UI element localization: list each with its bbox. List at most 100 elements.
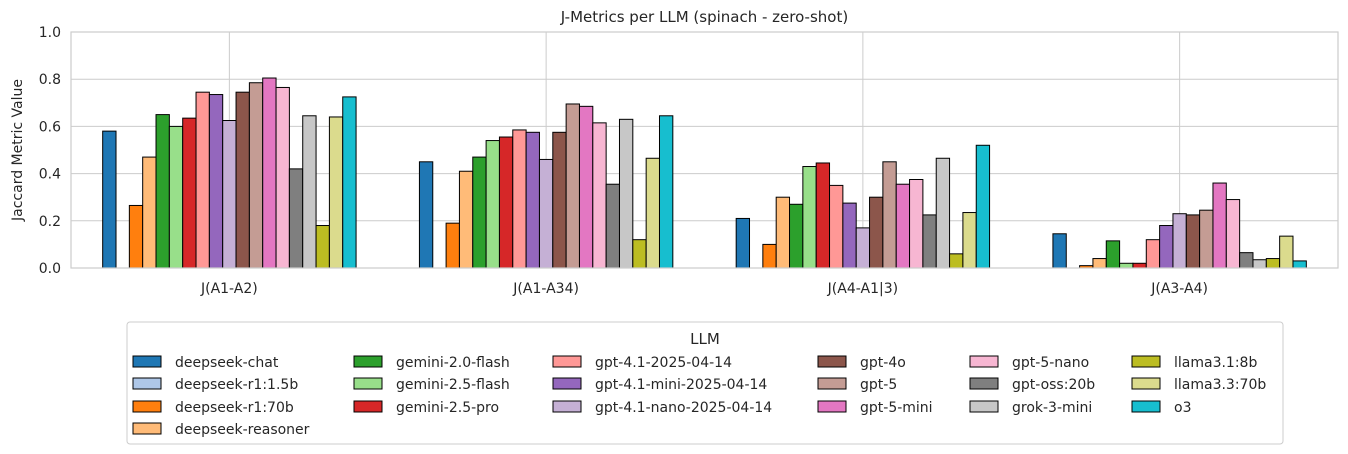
bar-llama3-1-8b-3	[1265, 258, 1281, 269]
bar-gemini-2-0-flash-1	[472, 156, 487, 269]
legend-item: llama3.1:8b	[1131, 355, 1257, 371]
x-tick-label: J(A3-A4)	[1150, 281, 1208, 297]
bar-gpt-oss-20b-0	[288, 168, 304, 269]
y-tick-label: 1.0	[39, 25, 61, 41]
bar-o3-0	[342, 96, 357, 269]
legend-title: LLM	[690, 330, 720, 348]
legend-label: deepseek-chat	[175, 355, 279, 371]
bar-gpt-5-mini-2	[895, 183, 911, 269]
bar-gpt-5-mini-1	[578, 105, 594, 269]
bar-llama3-3-70b-1	[645, 157, 660, 269]
legend-label: grok-3-mini	[1012, 400, 1092, 416]
bar-gpt-oss-20b-2	[922, 214, 937, 269]
legend-swatch	[817, 377, 847, 390]
legend-item: gpt-5-nano	[969, 355, 1089, 371]
legend-item: gpt-4.1-nano-2025-04-14	[552, 400, 772, 416]
legend-item: gpt-4.1-mini-2025-04-14	[552, 377, 767, 393]
bar-gpt-5-3	[1199, 209, 1214, 269]
legend-item: gpt-5	[817, 377, 897, 393]
bar-deepseek-chat-3	[1052, 233, 1067, 269]
legend-label: deepseek-r1:70b	[175, 400, 294, 416]
bar-deepseek-reasoner-2	[775, 196, 791, 269]
bar-gpt-4-1-2025-04-14-1	[512, 129, 527, 269]
bar-deepseek-r1-70b-2	[762, 243, 777, 269]
legend-label: gpt-oss:20b	[1012, 377, 1095, 393]
bar-gpt-4o-3	[1185, 214, 1201, 269]
bar-llama3-1-8b-2	[949, 253, 964, 269]
y-tick-label: 0.8	[39, 72, 61, 88]
bar-gpt-4o-0	[235, 91, 250, 269]
legend-item: gemini-2.5-pro	[353, 400, 499, 416]
bar-llama3-3-70b-3	[1279, 235, 1294, 269]
bar-llama3-1-8b-0	[315, 225, 330, 269]
legend-swatch	[969, 355, 999, 368]
y-tick-label: 0.2	[39, 214, 61, 230]
bar-gpt-4-1-mini-2025-04-14-2	[842, 202, 857, 269]
legend-swatch	[1131, 377, 1161, 390]
bar-gpt-oss-20b-3	[1239, 252, 1254, 269]
bar-gpt-5-nano-3	[1225, 199, 1241, 269]
plot-frame	[70, 31, 1339, 269]
bar-gemini-2-5-flash-0	[168, 125, 184, 269]
legend-swatch	[817, 355, 847, 368]
legend-swatch	[552, 377, 582, 390]
bar-deepseek-reasoner-3	[1092, 258, 1107, 269]
chart-title: J-Metrics per LLM (spinach - zero-shot)	[560, 8, 848, 26]
legend-item: gpt-4o	[817, 355, 906, 371]
legend-swatch	[969, 377, 999, 390]
bar-gpt-4-1-nano-2025-04-14-3	[1172, 213, 1187, 269]
bar-llama3-3-70b-0	[328, 116, 344, 269]
bar-deepseek-r1-70b-1	[445, 222, 460, 269]
legend-item: deepseek-chat	[132, 355, 279, 371]
legend-label: gpt-4o	[860, 355, 906, 371]
legend-swatch	[817, 400, 847, 413]
legend-item: gpt-oss:20b	[969, 377, 1095, 393]
legend-swatch	[552, 355, 582, 368]
legend-label: gpt-4.1-2025-04-14	[595, 355, 732, 371]
x-ticks: J(A1-A2) J(A1-A34) J(A4-A1|3) J(A3-A4)	[200, 281, 1208, 297]
bars-layer	[102, 77, 1307, 269]
legend-items: deepseek-chat deepseek-r1:1.5b deepseek-r1…	[132, 355, 1266, 438]
legend-label: gpt-5-mini	[860, 400, 933, 416]
legend-label: o3	[1174, 400, 1191, 416]
bar-gpt-4-1-nano-2025-04-14-1	[538, 158, 554, 269]
y-axis-label: Jaccard Metric Value	[10, 79, 26, 222]
bar-gpt-5-mini-3	[1212, 182, 1227, 269]
bar-gpt-5-nano-0	[275, 86, 290, 269]
legend-label: gpt-5-nano	[1012, 355, 1089, 371]
bar-o3-2	[975, 144, 991, 269]
legend-label: deepseek-r1:1.5b	[175, 377, 298, 393]
bar-gemini-2-5-pro-3	[1132, 262, 1147, 269]
legend-swatch	[132, 355, 162, 368]
legend-swatch	[1131, 355, 1161, 368]
legend-item: deepseek-r1:70b	[132, 400, 294, 416]
y-tick-label: 0.6	[39, 119, 61, 135]
bar-deepseek-chat-0	[102, 130, 117, 269]
bar-deepseek-reasoner-1	[458, 170, 474, 269]
bar-gpt-4-1-2025-04-14-3	[1145, 239, 1161, 269]
bar-gpt-4-1-2025-04-14-2	[829, 184, 844, 269]
legend-swatch	[552, 400, 582, 413]
legend-item: grok-3-mini	[969, 400, 1092, 416]
bar-deepseek-chat-2	[735, 217, 751, 269]
bar-gemini-2-5-pro-0	[182, 117, 197, 269]
bar-grok-3-mini-2	[935, 157, 951, 269]
legend-label: gpt-4.1-mini-2025-04-14	[595, 377, 767, 393]
bar-llama3-1-8b-1	[632, 239, 647, 269]
legend-label: gemini-2.5-flash	[396, 377, 510, 393]
legend-swatch	[353, 355, 383, 368]
legend-item: o3	[1131, 400, 1191, 416]
bar-gpt-4-1-mini-2025-04-14-3	[1159, 225, 1174, 269]
bar-gemini-2-0-flash-0	[155, 114, 170, 269]
bar-gpt-4-1-2025-04-14-0	[195, 91, 210, 269]
bar-gpt-5-1	[565, 103, 580, 269]
bar-o3-3	[1292, 260, 1307, 269]
bar-grok-3-mini-3	[1252, 259, 1267, 269]
bar-gemini-2-0-flash-2	[789, 203, 804, 269]
legend-item: llama3.3:70b	[1131, 377, 1266, 393]
bar-gpt-4o-2	[869, 196, 884, 269]
bar-gemini-2-5-flash-3	[1119, 262, 1134, 269]
bar-gpt-oss-20b-1	[605, 183, 620, 269]
legend: LLM deepseek-chatdeepseek-r1:1.5bdeepsee…	[126, 321, 1284, 445]
